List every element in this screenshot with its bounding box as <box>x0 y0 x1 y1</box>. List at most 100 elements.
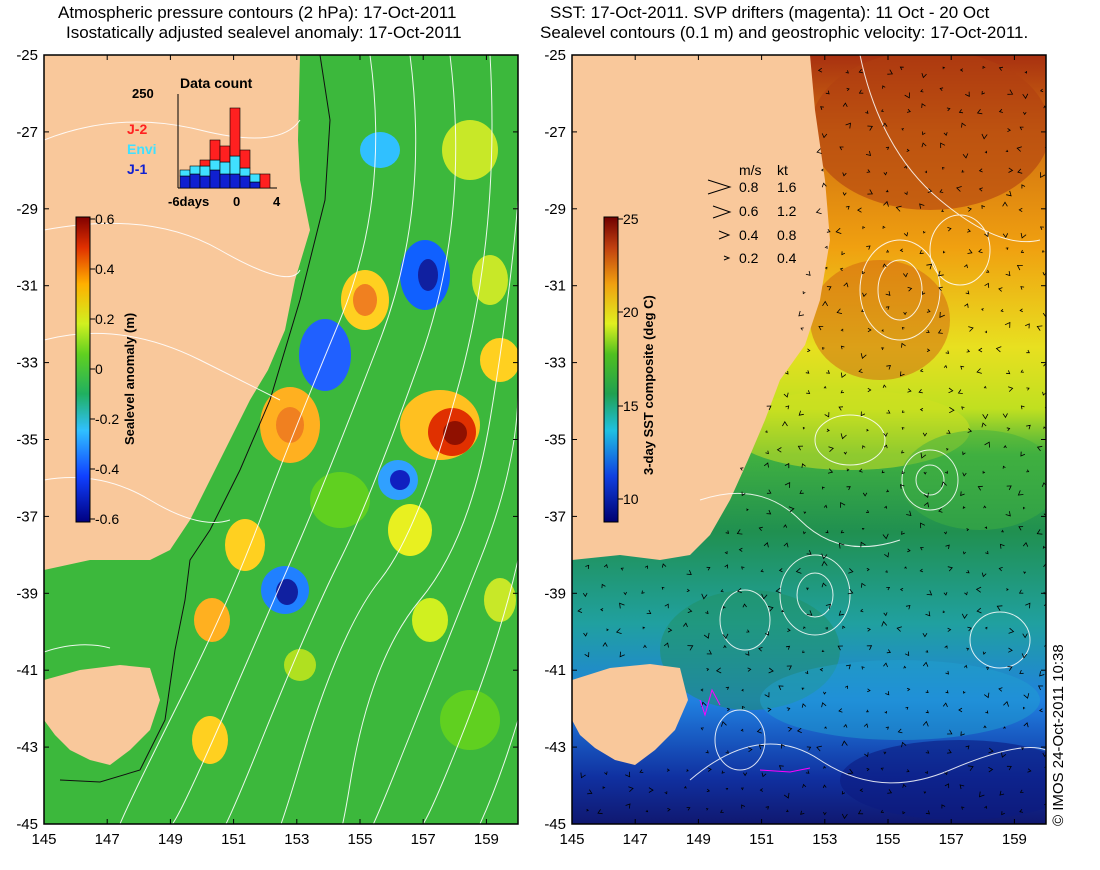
velocity-arrow <box>724 551 728 555</box>
velocity-arrow <box>683 785 687 789</box>
velocity-arrow <box>926 348 931 352</box>
velocity-arrow <box>765 806 770 810</box>
velocity-arrow <box>906 769 910 773</box>
velocity-arrow <box>867 688 871 693</box>
lat-tick-label: -45 <box>544 816 566 833</box>
velocity-arrow <box>925 690 929 693</box>
velocity-arrow <box>843 451 847 455</box>
velocity-arrow <box>998 108 1003 113</box>
velocity-arrow <box>746 508 749 512</box>
velocity-key-ms: 0.8 <box>739 179 759 195</box>
data-count-bar <box>219 161 231 175</box>
velocity-arrow <box>825 603 832 609</box>
lat-tick-label: -41 <box>544 662 566 679</box>
velocity-arrow <box>706 788 711 793</box>
sla-tick: -0.2 <box>95 411 119 427</box>
velocity-arrow <box>895 205 902 212</box>
velocity-arrow <box>922 632 928 638</box>
velocity-arrow <box>707 767 712 772</box>
velocity-arrow <box>926 263 933 270</box>
velocity-arrow <box>705 808 709 811</box>
velocity-arrow <box>922 131 926 136</box>
velocity-arrow <box>901 470 905 475</box>
velocity-arrow <box>826 286 832 291</box>
velocity-arrow <box>984 282 990 288</box>
velocity-arrow <box>960 491 965 497</box>
velocity-arrow <box>1039 226 1044 230</box>
velocity-arrow <box>1039 708 1043 713</box>
velocity-arrow <box>943 592 948 596</box>
velocity-arrow <box>821 486 825 490</box>
velocity-arrow <box>720 589 724 593</box>
velocity-arrow <box>705 750 709 754</box>
velocity-arrow <box>981 90 985 95</box>
velocity-arrow <box>921 72 927 79</box>
velocity-arrow <box>982 413 989 420</box>
velocity-arrow <box>846 87 850 91</box>
velocity-arrow <box>979 791 985 798</box>
velocity-arrow <box>803 511 807 515</box>
velocity-arrow <box>985 667 990 671</box>
lat-tick-label: -43 <box>544 739 566 756</box>
lat-tick-label: -37 <box>544 508 566 525</box>
legend-envi: Envi <box>127 141 157 157</box>
velocity-arrow <box>821 553 828 560</box>
velocity-arrow <box>795 567 802 574</box>
velocity-arrow <box>625 803 631 809</box>
left-shelf-line <box>59 55 331 783</box>
velocity-arrow <box>1005 271 1011 277</box>
velocity-arrow <box>902 272 908 278</box>
velocity-arrow <box>963 664 968 669</box>
velocity-arrow <box>867 387 872 393</box>
velocity-arrow <box>922 291 926 295</box>
velocity-arrow <box>967 228 971 233</box>
velocity-arrow <box>965 745 970 750</box>
velocity-arrow <box>1016 146 1022 152</box>
drifter-track <box>759 767 811 773</box>
velocity-arrow <box>967 248 973 254</box>
velocity-arrow <box>801 463 806 468</box>
left-tasmania <box>44 665 160 765</box>
velocity-arrow <box>766 405 772 411</box>
velocity-arrow <box>840 390 845 394</box>
velocity-arrow <box>998 567 1003 572</box>
velocity-arrow <box>806 550 812 555</box>
velocity-arrow <box>922 432 928 437</box>
velocity-arrow <box>1043 426 1046 429</box>
velocity-arrow <box>725 686 730 690</box>
velocity-arrow <box>867 627 871 632</box>
velocity-arrow <box>1019 669 1024 674</box>
velocity-arrow <box>1022 633 1028 639</box>
velocity-arrow <box>805 370 810 374</box>
velocity-arrow <box>866 645 873 651</box>
velocity-arrow <box>741 705 745 710</box>
velocity-arrow <box>882 263 887 268</box>
velocity-arrow <box>988 747 994 754</box>
velocity-arrow <box>826 370 831 374</box>
velocity-arrow <box>905 604 911 610</box>
velocity-arrow <box>881 329 884 332</box>
velocity-arrow <box>865 150 872 157</box>
velocity-arrow <box>984 626 988 630</box>
velocity-arrow <box>947 227 952 232</box>
velocity-arrow <box>998 66 1004 71</box>
velocity-arrow <box>664 791 668 795</box>
velocity-arrow <box>783 792 790 799</box>
velocity-key-header-kt: kt <box>777 162 788 178</box>
velocity-arrow <box>686 807 691 811</box>
velocity-arrow <box>842 625 846 629</box>
velocity-arrow <box>903 232 909 237</box>
velocity-arrow <box>842 172 847 177</box>
velocity-key-ms: 0.4 <box>739 227 759 243</box>
velocity-arrow <box>802 426 806 430</box>
velocity-arrow <box>1002 233 1009 239</box>
velocity-arrow <box>983 725 987 729</box>
velocity-arrow <box>897 728 903 734</box>
velocity-arrow <box>641 590 645 594</box>
velocity-arrow <box>901 427 905 430</box>
velocity-arrow <box>664 603 669 609</box>
velocity-arrow <box>798 310 804 317</box>
velocity-arrow <box>941 804 946 809</box>
velocity-arrow <box>597 809 603 815</box>
velocity-arrow <box>946 107 951 112</box>
